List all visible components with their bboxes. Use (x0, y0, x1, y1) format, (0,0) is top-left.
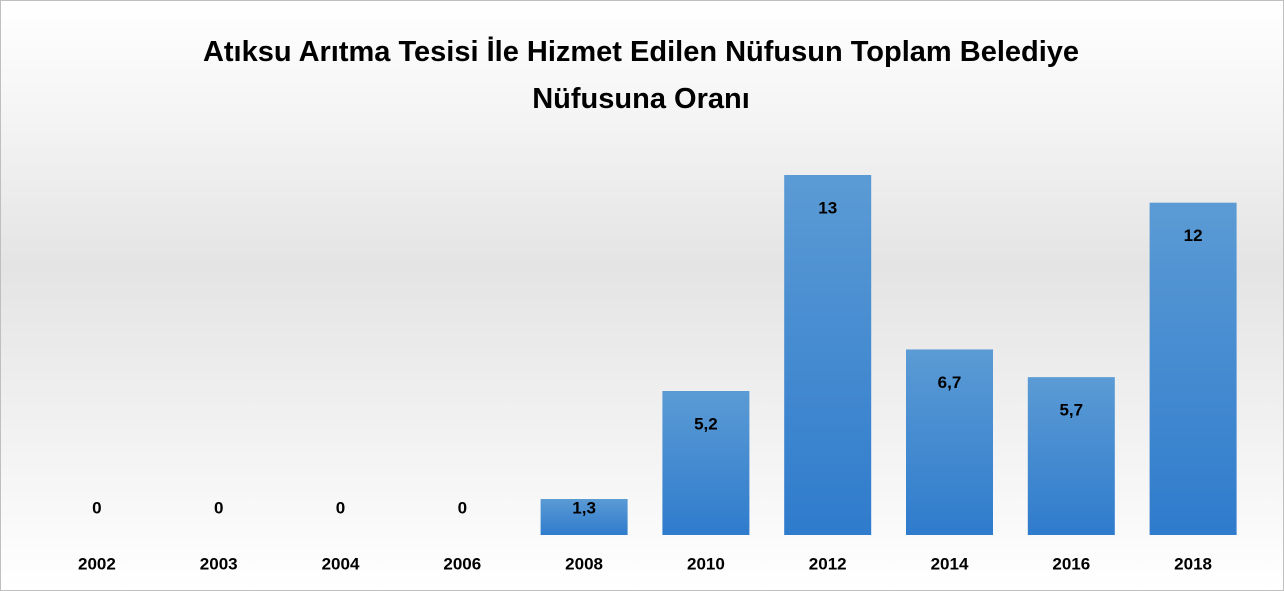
bar (1027, 377, 1115, 535)
x-tick-label: 2014 (931, 554, 969, 573)
x-tick-label: 2002 (78, 554, 116, 573)
bar (1149, 202, 1237, 535)
x-tick-label: 2010 (687, 554, 725, 573)
x-tick-label: 2018 (1174, 554, 1212, 573)
chart-title: Atıksu Arıtma Tesisi İle Hizmet Edilen N… (202, 36, 1080, 115)
data-label: 6,7 (938, 373, 962, 392)
data-label: 0 (458, 498, 467, 517)
bar (906, 349, 993, 535)
bar (784, 175, 872, 535)
x-tick-label: 2003 (200, 554, 238, 573)
bar (662, 391, 750, 535)
x-tick-label: 2012 (809, 554, 847, 573)
x-tick-label: 2006 (443, 554, 481, 573)
data-label: 1,3 (572, 498, 596, 517)
data-label: 5,7 (1059, 401, 1083, 420)
data-label: 0 (336, 498, 345, 517)
data-label: 13 (818, 198, 837, 217)
bar (540, 499, 628, 535)
x-tick-label: 2016 (1052, 554, 1090, 573)
x-tick-label: 2008 (565, 554, 603, 573)
data-label: 12 (1184, 226, 1203, 245)
data-label: 0 (214, 498, 223, 517)
data-label: 5,2 (694, 414, 718, 433)
x-tick-label: 2004 (322, 554, 360, 573)
data-label: 0 (92, 498, 101, 517)
